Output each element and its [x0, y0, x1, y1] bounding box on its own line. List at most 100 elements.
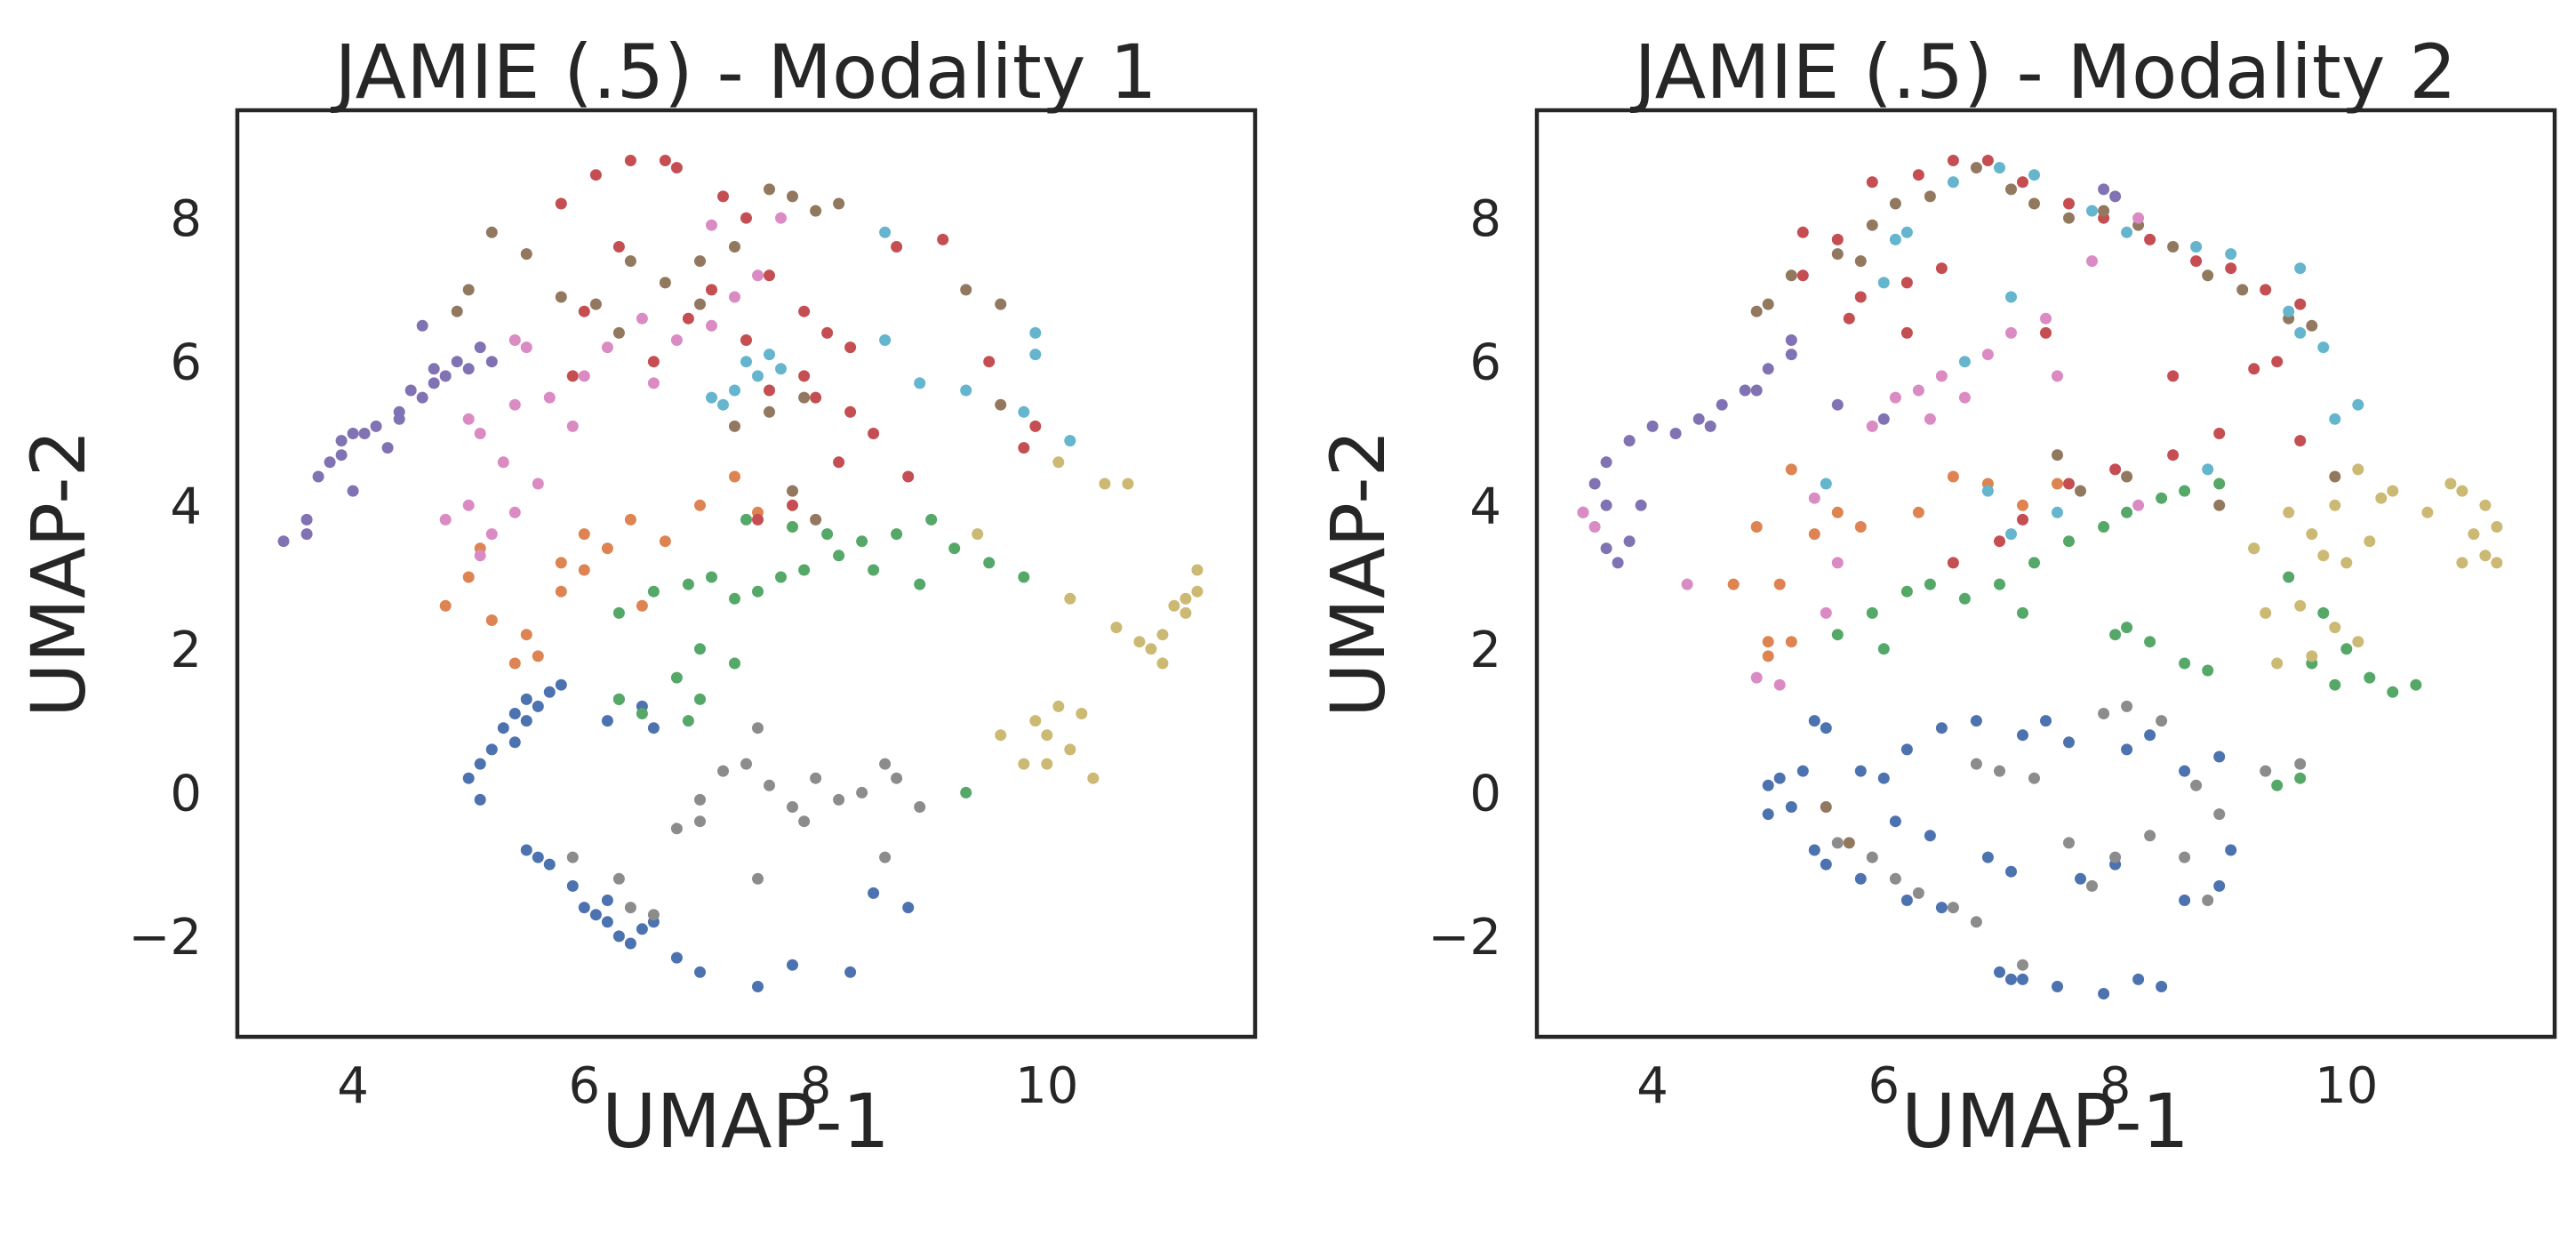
point-blue-3: [1785, 801, 1797, 813]
point-red-30: [1796, 269, 1809, 282]
x-tick-label: 10: [2315, 1057, 2378, 1115]
point-gray-8: [856, 786, 868, 799]
point-red-26: [891, 241, 903, 253]
point-red-6: [2017, 176, 2028, 189]
point-olive-17: [2294, 599, 2307, 612]
point-purple-16: [1704, 420, 1716, 432]
point-green-10: [891, 528, 903, 541]
point-blue-10: [1994, 966, 2005, 978]
point-olive-11: [1191, 564, 1204, 576]
point-brown-1: [1762, 298, 1774, 310]
point-blue-18: [2225, 844, 2237, 856]
point-pink-8: [2086, 255, 2098, 268]
point-brown-25: [1854, 255, 1867, 268]
point-gray-11: [914, 801, 926, 813]
point-blue-7: [485, 743, 498, 756]
point-brown-19: [462, 284, 475, 296]
point-olive-9: [2444, 478, 2457, 490]
point-brown-20: [2121, 470, 2133, 483]
point-brown-10: [810, 205, 822, 217]
point-brown-1: [520, 248, 532, 261]
point-olive-3: [2340, 557, 2353, 569]
point-orange-1: [1785, 636, 1797, 648]
point-purple-12: [358, 428, 371, 439]
point-brown-15: [2236, 284, 2249, 296]
point-brown-9: [787, 190, 798, 203]
point-olive-4: [1064, 743, 1076, 756]
y-axis-label: UMAP-2: [15, 429, 102, 718]
point-gray-7: [833, 793, 845, 806]
point-green-3: [706, 571, 717, 583]
point-blue-27: [1877, 772, 1890, 784]
y-tick-label: 4: [170, 478, 202, 535]
point-red-14: [2248, 363, 2260, 375]
point-gray-1: [694, 793, 706, 806]
point-olive-15: [1099, 478, 1111, 490]
point-blue-28: [1854, 765, 1867, 777]
point-red-21: [578, 305, 590, 317]
point-pink-15: [1681, 578, 1693, 590]
point-pink-11: [1831, 557, 1844, 569]
point-red-0: [1796, 226, 1809, 238]
point-red-23: [706, 284, 717, 296]
point-olive-11: [2479, 499, 2492, 511]
point-orange-6: [1947, 470, 1959, 483]
point-blue-15: [601, 916, 613, 928]
point-purple-4: [347, 428, 359, 439]
point-green-11: [925, 513, 938, 526]
point-olive-18: [972, 528, 984, 541]
point-cyan-13: [2352, 398, 2364, 411]
point-orange-5: [1912, 506, 1924, 518]
point-purple-8: [439, 370, 452, 382]
point-purple-18: [1785, 334, 1797, 346]
point-pink-8: [543, 391, 556, 404]
point-red-11: [798, 370, 811, 382]
point-cyan-3: [1947, 176, 1959, 189]
point-brown-18: [2052, 449, 2063, 461]
point-blue-18: [624, 937, 636, 950]
point-red-3: [659, 155, 671, 166]
point-blue-38: [2213, 750, 2226, 763]
point-brown-8: [2005, 183, 2017, 196]
point-cyan-17: [2202, 463, 2214, 476]
point-orange-6: [555, 557, 567, 569]
point-purple-14: [428, 377, 440, 389]
point-orange-9: [624, 513, 636, 526]
point-pink-16: [1577, 506, 1589, 518]
point-brown-21: [2213, 499, 2226, 511]
point-orange-15: [578, 564, 590, 576]
point-red-16: [2213, 428, 2226, 439]
point-green-6: [775, 571, 787, 583]
point-blue-33: [532, 851, 544, 863]
point-red-18: [682, 312, 694, 325]
point-green-17: [2364, 671, 2376, 684]
point-green-0: [612, 606, 625, 619]
point-red-26: [2167, 370, 2180, 382]
point-olive-8: [2421, 506, 2434, 518]
point-orange-1: [462, 571, 475, 583]
point-blue-25: [1935, 722, 1948, 734]
point-gray-16: [752, 722, 764, 734]
point-brown-7: [729, 241, 740, 253]
point-purple-15: [451, 356, 463, 368]
point-purple-19: [416, 319, 428, 332]
point-blue-37: [2040, 715, 2052, 727]
point-red-11: [2225, 262, 2237, 275]
point-blue-14: [2132, 973, 2145, 985]
point-purple-10: [1600, 499, 1612, 511]
point-orange-11: [694, 499, 706, 511]
point-gray-21: [2294, 758, 2307, 770]
point-blue-20: [2144, 729, 2156, 742]
point-blue-2: [1796, 765, 1809, 777]
point-red-6: [740, 212, 752, 224]
point-gray-0: [670, 823, 683, 835]
point-gray-20: [2260, 765, 2272, 777]
point-purple-22: [393, 413, 405, 425]
point-red-16: [787, 499, 798, 511]
point-olive-6: [2352, 463, 2364, 476]
point-gray-2: [717, 765, 729, 777]
point-red-12: [810, 391, 822, 404]
point-orange-4: [508, 657, 521, 670]
point-cyan-5: [706, 391, 717, 404]
